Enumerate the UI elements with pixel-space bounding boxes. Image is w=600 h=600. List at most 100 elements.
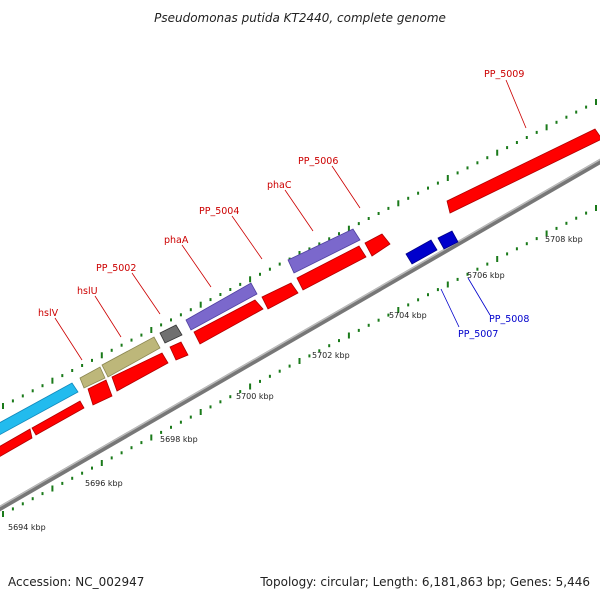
inner-tick (259, 379, 261, 383)
outer-tick (239, 282, 242, 286)
inner-tick (239, 390, 242, 394)
gene-phaa-block[interactable] (185, 282, 258, 331)
reverse-track (405, 230, 459, 265)
inner-tick (397, 307, 400, 313)
inner-tick (209, 405, 212, 409)
cds-feature[interactable] (31, 400, 85, 436)
gene-pp5002-block[interactable] (159, 324, 183, 344)
cds-feature[interactable] (111, 352, 169, 392)
cds-feature[interactable] (193, 299, 264, 345)
outer-tick (219, 293, 222, 296)
gene-label-phaa[interactable]: phaA (164, 235, 189, 246)
tick-label-5700: 5700 kbp (236, 392, 274, 401)
outer-tick (515, 141, 518, 144)
gene-hslu-block-b[interactable] (101, 336, 161, 378)
outer-tick (21, 394, 24, 398)
outer-tick (486, 156, 489, 160)
outer-tick (407, 196, 410, 200)
inner-tick (189, 415, 192, 419)
gene-pp5007-block[interactable] (405, 239, 438, 265)
outer-tick (100, 352, 103, 359)
inner-tick (407, 303, 410, 307)
inner-tick (506, 252, 509, 256)
cds-feature[interactable] (364, 233, 391, 257)
gene-hslu-block-a[interactable] (79, 366, 106, 389)
inner-tick (41, 492, 44, 496)
outer-tick (278, 262, 281, 266)
inner-tick (298, 358, 301, 364)
outer-tick (585, 105, 588, 109)
gene-label-pp5008[interactable]: PP_5008 (489, 314, 529, 325)
inner-tick (61, 481, 64, 485)
inner-tick (367, 323, 370, 327)
gene-label-pp5004[interactable]: PP_5004 (199, 206, 239, 217)
inner-tick (466, 272, 469, 276)
cds-feature[interactable] (87, 379, 113, 406)
cds-feature[interactable] (296, 245, 367, 291)
gene-label-phac[interactable]: phaC (267, 180, 292, 191)
inner-tick (515, 247, 518, 251)
outer-tick (496, 149, 499, 156)
gene-label-pp5006[interactable]: PP_5006 (298, 156, 338, 167)
inner-tick (427, 293, 429, 297)
outer-tick (249, 276, 252, 283)
tick-label-5698: 5698 kbp (160, 435, 198, 444)
outer-tick (268, 267, 271, 271)
inner-tick (71, 476, 74, 480)
outer-tick (575, 110, 578, 114)
inner-tick (288, 364, 291, 368)
inner-tick (476, 267, 479, 271)
gene-label-pp5009[interactable]: PP_5009 (484, 69, 524, 80)
outer-tick (229, 288, 232, 291)
outer-tick (308, 247, 311, 251)
outer-tick (31, 389, 34, 393)
cds-feature[interactable] (169, 341, 189, 361)
inner-tick (100, 460, 103, 466)
cds-feature[interactable] (0, 428, 33, 461)
gene-label-pp5002[interactable]: PP_5002 (96, 263, 136, 274)
outer-tick (446, 175, 449, 181)
inner-tick (318, 349, 321, 353)
ruler-labels: 5694 kbp 5696 kbp 5698 kbp 5700 kbp 5702… (8, 235, 583, 532)
cds-feature[interactable] (446, 128, 600, 214)
tick-label-5702: 5702 kbp (312, 351, 350, 360)
outer-tick (535, 130, 538, 134)
inner-tick (496, 256, 499, 262)
gene-phac-block[interactable] (287, 228, 361, 274)
gene-label-hslv[interactable]: hslV (38, 308, 59, 319)
inner-tick (377, 318, 380, 322)
inner-tick (21, 502, 24, 506)
topology-text: Topology: circular; Length: 6,181,863 bp… (259, 575, 590, 589)
outer-tick (377, 212, 380, 215)
outer-tick (545, 124, 548, 131)
inner-tick (268, 374, 271, 378)
outer-tick (130, 338, 133, 342)
inner-tick (565, 221, 568, 225)
outer-tick (357, 222, 360, 226)
tick-label-5708: 5708 kbp (545, 235, 583, 244)
gene-track (0, 228, 361, 440)
outer-tick (595, 99, 597, 105)
inner-tick (91, 466, 93, 470)
inner-tick (555, 226, 558, 230)
map-title: Pseudomonas putida KT2440, complete geno… (154, 11, 446, 25)
inner-tick (199, 409, 202, 415)
outer-tick (555, 120, 558, 124)
inner-tick (278, 369, 281, 373)
outer-tick (150, 327, 153, 333)
cds-feature[interactable] (261, 282, 299, 310)
gene-label-hslu[interactable]: hslU (77, 286, 98, 297)
gene-hslv-block[interactable] (0, 382, 79, 440)
cds-track (0, 128, 600, 461)
inner-tick (219, 400, 222, 404)
inner-tick (535, 237, 538, 241)
accession-text: Accession: NC_002947 (8, 575, 144, 589)
gene-pp5008-block[interactable] (437, 230, 459, 250)
outer-tick (11, 399, 14, 403)
genome-backbone (0, 158, 600, 512)
outer-tick (61, 374, 64, 378)
outer-tick (367, 217, 370, 220)
inner-tick (249, 383, 252, 390)
gene-label-pp5007[interactable]: PP_5007 (458, 329, 498, 340)
